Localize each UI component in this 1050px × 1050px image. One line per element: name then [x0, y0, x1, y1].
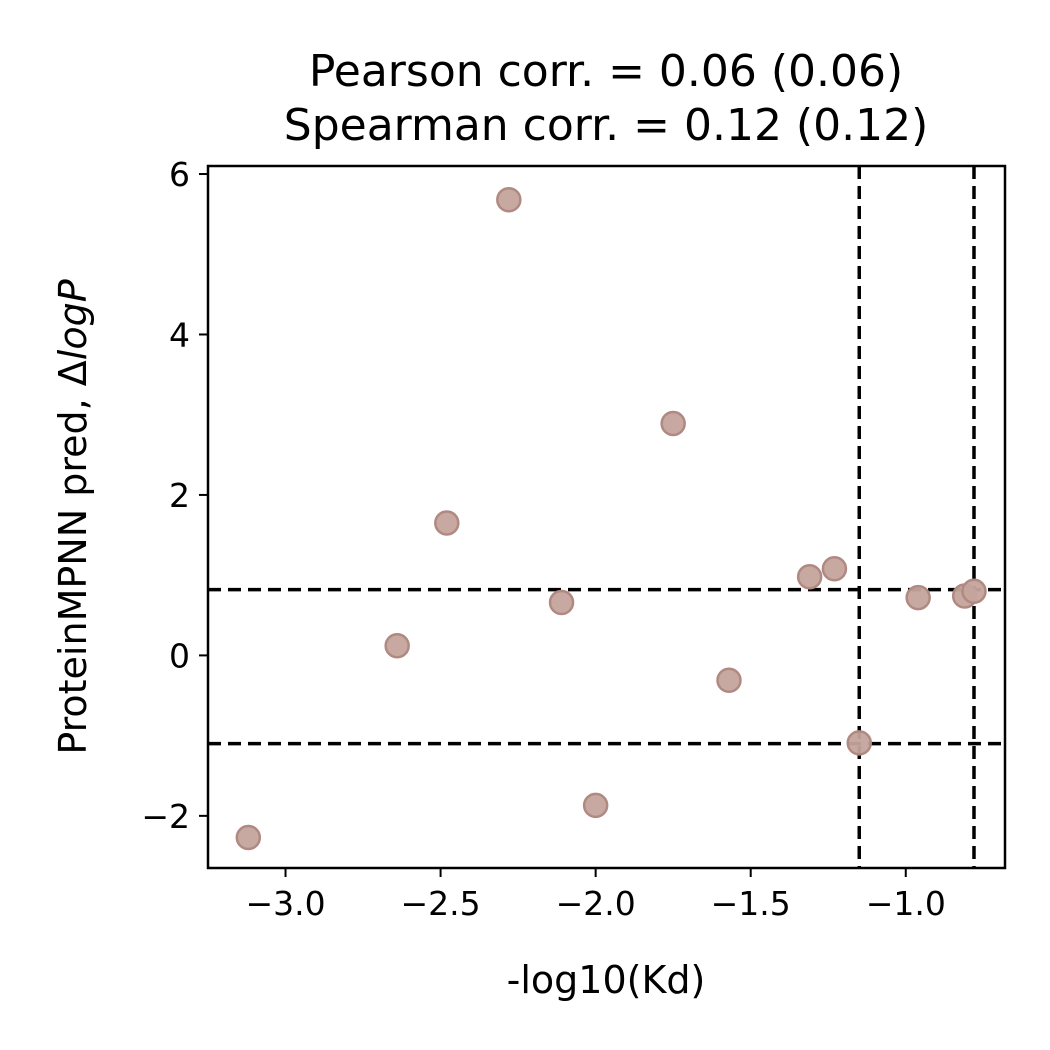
x-tick-label-2: −2.0 [556, 884, 636, 923]
data-point-10 [846, 730, 872, 756]
data-points [235, 186, 987, 851]
data-point-1 [384, 633, 410, 659]
y-tick-label-3: 4 [169, 315, 190, 354]
y-axis-ticks: −2 0 2 4 6 [141, 155, 208, 836]
y-axis-label-italic: logP [51, 279, 95, 360]
data-point-7 [716, 667, 742, 694]
data-point-13 [961, 578, 987, 604]
y-tick-label-0: −2 [141, 797, 190, 836]
data-point-0 [235, 824, 262, 851]
x-tick-label-1: −2.5 [401, 884, 481, 923]
data-point-9 [821, 555, 848, 582]
y-tick-label-2: 2 [169, 476, 190, 515]
x-tick-label-3: −1.5 [711, 884, 791, 923]
chart-title-line2: Spearman corr. = 0.12 (0.12) [284, 100, 928, 151]
data-point-5 [582, 792, 609, 819]
data-point-2 [434, 510, 460, 536]
data-point-8 [796, 564, 823, 590]
data-point-4 [548, 589, 575, 616]
data-point-6 [660, 410, 686, 437]
y-axis-label-main: ProteinMPNN pred, Δ [51, 360, 95, 754]
x-tick-label-0: −3.0 [245, 884, 325, 923]
data-point-11 [905, 584, 931, 611]
plot-frame [206, 164, 1007, 870]
y-tick-label-4: 6 [169, 155, 190, 194]
y-axis-label: ProteinMPNN pred, ΔlogP [51, 279, 95, 754]
y-tick-label-1: 0 [169, 636, 190, 675]
reference-lines [208, 166, 1005, 868]
data-point-3 [496, 186, 522, 213]
x-tick-label-4: −1.0 [866, 884, 946, 923]
x-axis-label: -log10(Kd) [507, 958, 706, 1002]
x-axis-ticks: −3.0 −2.5 −2.0 −1.5 −1.0 [245, 868, 946, 923]
chart-title-line1: Pearson corr. = 0.06 (0.06) [309, 46, 903, 97]
